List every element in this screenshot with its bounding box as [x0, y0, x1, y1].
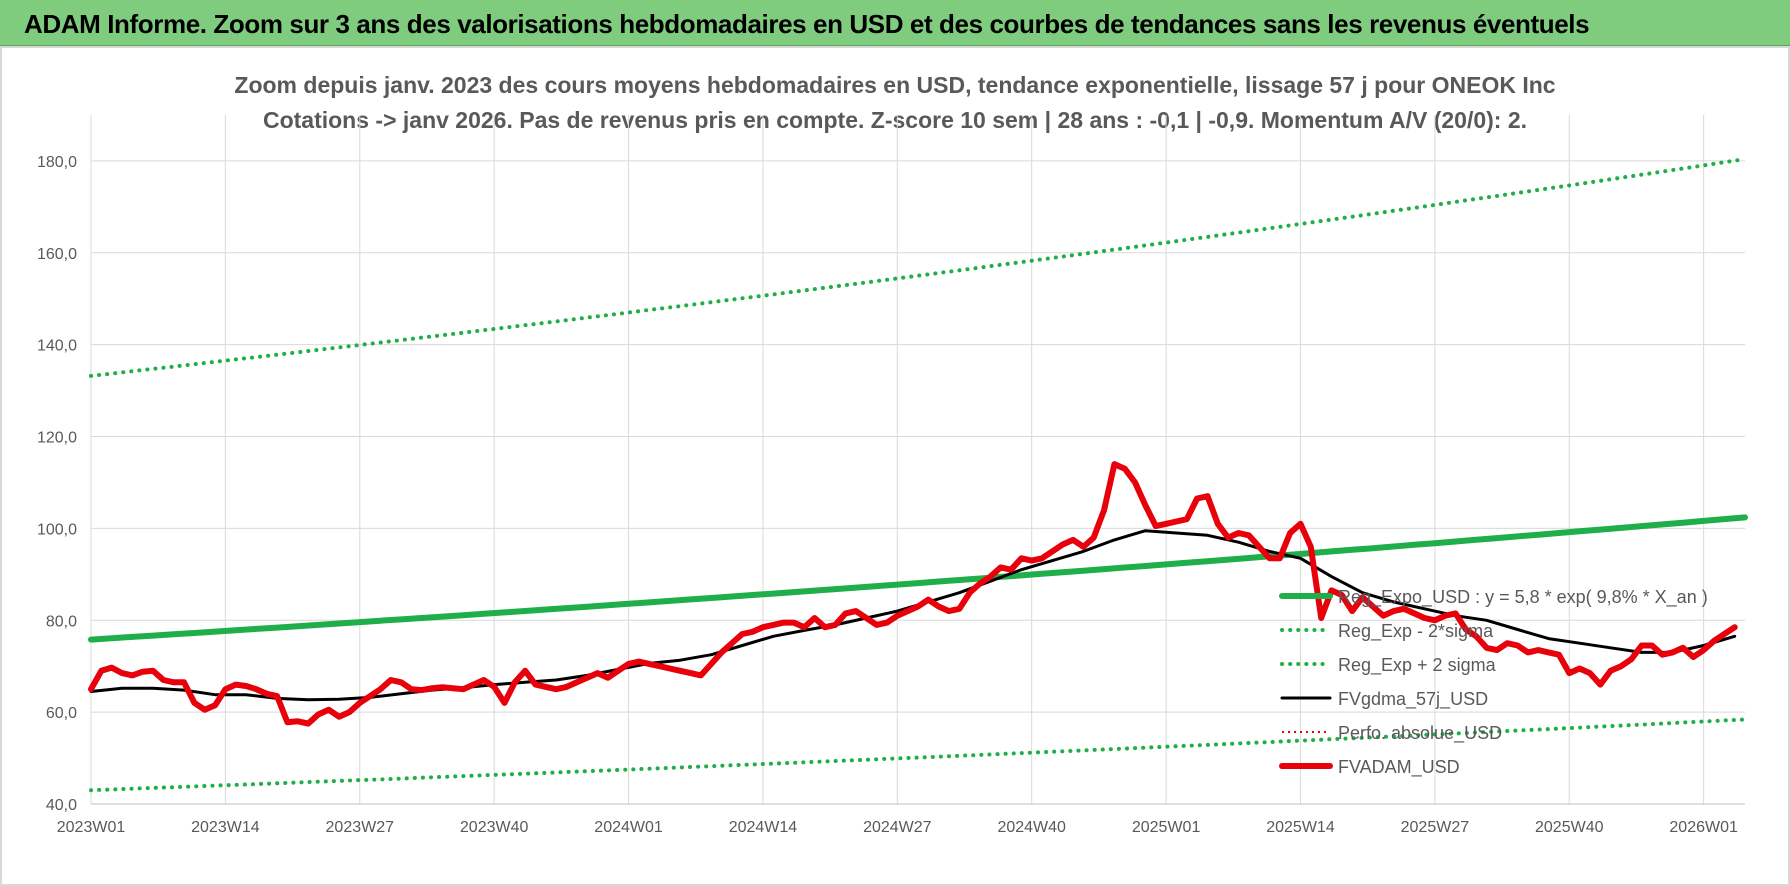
x-tick-label: 2024W01 [594, 819, 663, 836]
x-tick-label: 2024W27 [863, 819, 932, 836]
legend-label: Reg_Exp - 2*sigma [1338, 621, 1494, 642]
chart-frame [0, 46, 1790, 886]
chart-title-line-1: Zoom depuis janv. 2023 des cours moyens … [234, 72, 1556, 98]
y-tick-label: 100,0 [37, 521, 77, 538]
y-tick-label: 160,0 [37, 246, 77, 263]
y-tick-label: 40,0 [46, 797, 77, 814]
x-tick-label: 2025W14 [1266, 819, 1335, 836]
y-tick-label: 120,0 [37, 430, 77, 447]
x-tick-label: 2023W40 [460, 819, 529, 836]
x-tick-label: 2023W01 [57, 819, 126, 836]
x-tick-label: 2026W01 [1669, 819, 1738, 836]
x-tick-label: 2023W27 [326, 819, 395, 836]
series-line-reg-exp-2-sigma [89, 157, 1747, 378]
legend-label: Perfo. absolue_USD [1338, 723, 1502, 744]
x-tick-label: 2025W27 [1401, 819, 1470, 836]
legend-label: FVgdma_57j_USD [1338, 689, 1488, 710]
x-tick-label: 2023W14 [191, 819, 260, 836]
header-banner: ADAM Informe. Zoom sur 3 ans des valoris… [0, 0, 1790, 46]
y-tick-label: 180,0 [37, 154, 77, 171]
x-tick-label: 2024W40 [997, 819, 1066, 836]
y-tick-label: 80,0 [46, 613, 77, 630]
x-tick-label: 2024W14 [729, 819, 798, 836]
y-tick-label: 60,0 [46, 705, 77, 722]
series-line-fvadam-usd [88, 461, 1738, 727]
series-line-reg-exp-2-sigma [89, 717, 1747, 793]
legend-label: Reg_Expo_USD : y = 5,8 * exp( 9,8% * X_a… [1338, 587, 1708, 608]
y-tick-label: 140,0 [37, 338, 77, 355]
x-tick-label: 2025W01 [1132, 819, 1201, 836]
series-line-reg-expo-usd-y-5-8-exp-9-8-x-an [88, 514, 1748, 643]
chart-title-line-2: Cotations -> janv 2026. Pas de revenus p… [262, 107, 1528, 133]
banner-title: ADAM Informe. Zoom sur 3 ans des valoris… [24, 9, 1590, 39]
legend-label: Reg_Exp + 2 sigma [1338, 655, 1497, 676]
legend-label: FVADAM_USD [1338, 757, 1460, 778]
x-tick-label: 2025W40 [1535, 819, 1604, 836]
